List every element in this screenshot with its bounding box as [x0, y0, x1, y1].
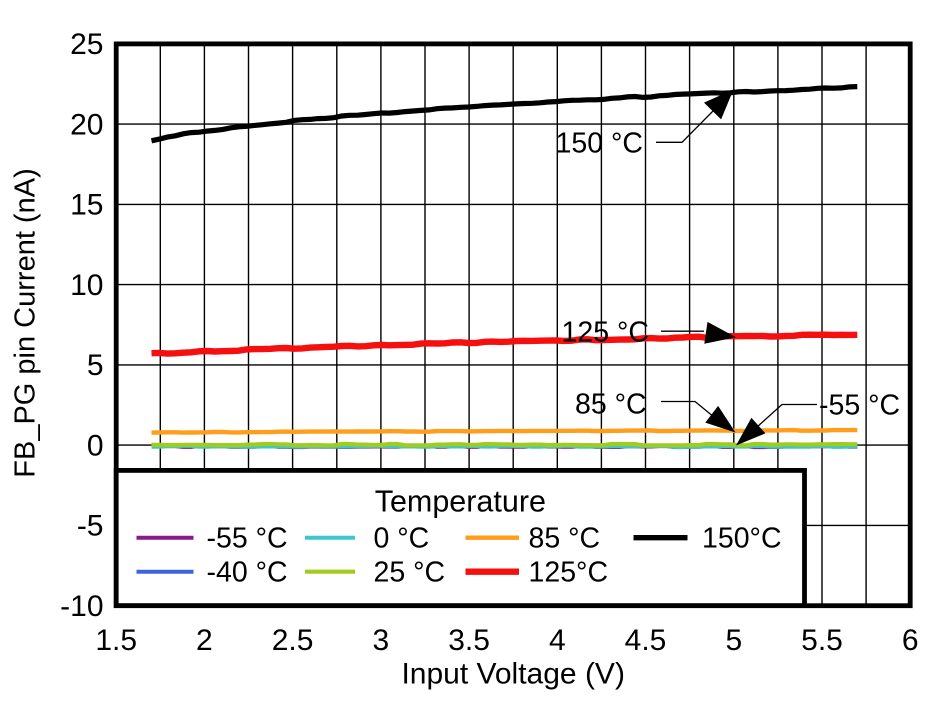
svg-text:85 °C: 85 °C: [575, 389, 647, 421]
svg-text:5: 5: [725, 624, 742, 657]
svg-text:5: 5: [87, 349, 104, 382]
svg-text:2.5: 2.5: [272, 624, 314, 657]
svg-text:6: 6: [902, 624, 919, 657]
svg-text:125 °C: 125 °C: [562, 317, 649, 349]
svg-text:0 °C: 0 °C: [374, 523, 430, 555]
svg-text:0: 0: [87, 429, 104, 462]
svg-text:25: 25: [70, 28, 103, 61]
svg-text:-5: -5: [77, 510, 104, 543]
svg-text:-10: -10: [60, 590, 103, 623]
svg-text:15: 15: [70, 189, 103, 222]
svg-text:150°C: 150°C: [702, 523, 782, 555]
svg-text:4: 4: [549, 624, 566, 657]
svg-text:Temperature: Temperature: [375, 485, 546, 519]
svg-text:125°C: 125°C: [529, 557, 609, 589]
svg-text:5.5: 5.5: [801, 624, 843, 657]
svg-text:2: 2: [196, 624, 213, 657]
svg-text:-40 °C: -40 °C: [207, 557, 288, 589]
svg-text:-55 °C: -55 °C: [819, 390, 900, 422]
svg-text:3.5: 3.5: [448, 624, 490, 657]
svg-text:150 °C: 150 °C: [556, 128, 643, 160]
svg-text:FB_PG pin Current (nA): FB_PG pin Current (nA): [10, 168, 42, 477]
svg-text:-55 °C: -55 °C: [207, 523, 288, 555]
svg-text:Input Voltage (V): Input Voltage (V): [401, 658, 624, 691]
svg-text:10: 10: [70, 269, 103, 302]
svg-text:4.5: 4.5: [625, 624, 667, 657]
svg-text:85 °C: 85 °C: [529, 523, 601, 555]
svg-text:1.5: 1.5: [95, 624, 137, 657]
svg-text:25 °C: 25 °C: [374, 557, 446, 589]
svg-text:20: 20: [70, 108, 103, 141]
svg-text:3: 3: [373, 624, 390, 657]
